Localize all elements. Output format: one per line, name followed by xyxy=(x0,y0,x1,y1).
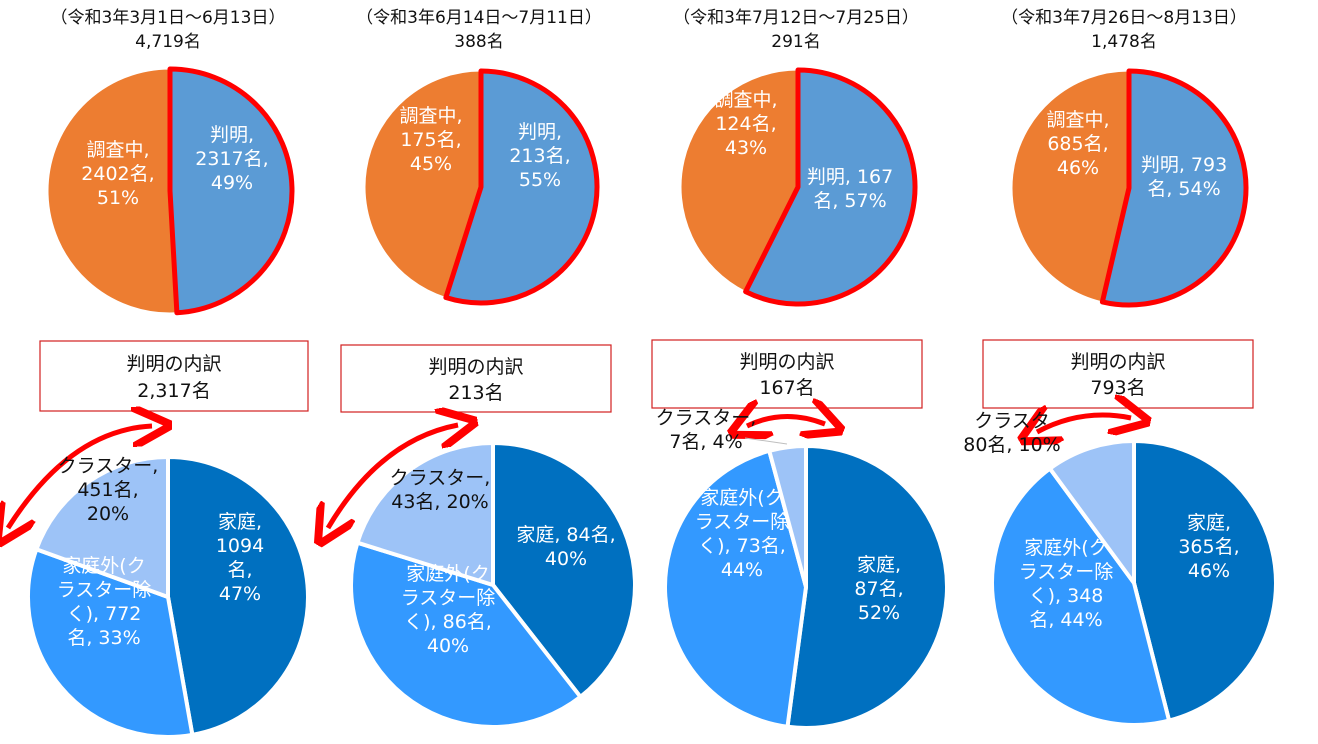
pie-5-slice-3-label: クラスター, 451名, 20% xyxy=(58,455,159,525)
pie-7-slice-3 xyxy=(766,443,808,588)
pie-1-highlight-outline xyxy=(167,66,295,316)
period-title-1: （令和3年3月1日～6月13日） xyxy=(51,8,286,28)
pie-8-slice-1-label: 家庭, 365名, 46% xyxy=(1178,512,1239,582)
pie-4-slice-2 xyxy=(1011,70,1130,303)
connector-arrow-2 xyxy=(328,425,458,528)
pie-5-slice-1 xyxy=(166,454,310,738)
pie-8-slice-2 xyxy=(990,465,1172,727)
pie-5-slice-1-label: 家庭, 1094 名, 47% xyxy=(216,511,264,605)
pie-6-slice-2-label: 家庭外(クラスター除く), 86名, 40% xyxy=(401,563,496,657)
pie-7-slice-2 xyxy=(663,448,809,730)
breakdown-title-1: 判明の内訳 xyxy=(126,353,221,375)
connector-arrow-3 xyxy=(747,416,825,426)
period-total-4: 1,478名 xyxy=(1091,32,1157,52)
pie-7-slice-2-label: 家庭外(クラスター除く), 73名, 44% xyxy=(695,487,790,581)
breakdown-box-2 xyxy=(340,344,612,413)
pie-2-slice-2-label: 調査中, 175名, 45% xyxy=(399,105,462,175)
period-total-3: 291名 xyxy=(771,32,820,52)
breakdown-title-2: 判明の内訳 xyxy=(428,356,523,378)
pie-8-slice-1 xyxy=(1132,438,1278,724)
pie-6-slice-1-label: 家庭, 84名, 40% xyxy=(516,524,615,570)
pie-5-slice-3 xyxy=(33,454,170,600)
pie-6-slice-3 xyxy=(354,440,495,588)
pie-6-slice-2 xyxy=(349,540,584,729)
breakdown-title-4: 判明の内訳 xyxy=(1070,351,1165,373)
pie-4-slice-2-label: 調査中, 685名, 46% xyxy=(1046,109,1109,179)
pie-7-slice-1-label: 家庭, 87名, 52% xyxy=(854,554,903,624)
period-title-2: （令和3年6月14日～7月11日） xyxy=(356,8,602,28)
pie-3-slice-2 xyxy=(680,69,799,293)
pie-1-slice-2-label: 調査中, 2402名, 51% xyxy=(81,139,154,209)
pie-7-slice-3-label: クラスター, 7名, 4% xyxy=(656,407,757,453)
period-total-2: 388名 xyxy=(454,32,503,52)
pie-2-slice-1-label: 判明, 213名, 55% xyxy=(509,121,570,191)
period-total-1: 4,719名 xyxy=(135,32,201,52)
period-title-4: （令和3年7月26日～8月13日） xyxy=(1001,8,1247,28)
pie-7-slice-1 xyxy=(785,443,949,730)
pie-2-highlight-outline xyxy=(443,68,600,306)
period-title-3: （令和3年7月12日～7月25日） xyxy=(673,8,919,28)
pie-8-slice-2-label: 家庭外(クラスター除く), 348 名, 44% xyxy=(1019,537,1114,631)
connector-arrow-4 xyxy=(1037,415,1131,432)
pie-6-slice-1 xyxy=(491,440,637,700)
pie-4-highlight-outline xyxy=(1099,68,1249,308)
pie-3-slice-2-label: 調査中, 124名, 43% xyxy=(714,89,777,159)
pie-6-slice-3-label: クラスター, 43名, 20% xyxy=(390,467,491,513)
breakdown-total-3: 167名 xyxy=(759,377,814,399)
pie-1-slice-2 xyxy=(47,68,178,314)
breakdown-total-1: 2,317名 xyxy=(137,380,210,402)
pie-8-slice-3 xyxy=(1047,438,1136,590)
breakdown-box-3 xyxy=(651,339,923,409)
pie-3-highlight-outline xyxy=(743,67,918,307)
pie-5-slice-2-label: 家庭外(クラスター除く), 772 名, 33% xyxy=(57,555,152,649)
pie-2-slice-2 xyxy=(364,70,482,299)
breakdown-title-3: 判明の内訳 xyxy=(739,351,834,373)
connector-arrow-1 xyxy=(8,426,152,528)
breakdown-total-4: 793名 xyxy=(1090,377,1145,399)
pie-group: 判明, 2317名, 49% 調査中, 2402名, 51% 判明, 213名, 55% 調査中,… xyxy=(26,66,1278,739)
pie-5-slice-2 xyxy=(26,546,195,739)
pie-3-slice-1-label: 判明, 167 名, 57% xyxy=(807,166,893,212)
pie-4-slice-1-label: 判明, 793 名, 54% xyxy=(1141,154,1227,200)
cluster-leader-3 xyxy=(744,437,788,445)
breakdown-box-1 xyxy=(39,340,309,412)
pie-8-slice-3-label: クラスタ 80名, 10% xyxy=(963,410,1061,456)
breakdown-total-2: 213名 xyxy=(448,382,503,404)
pie-1-slice-1-label: 判明, 2317名, 49% xyxy=(195,124,268,194)
